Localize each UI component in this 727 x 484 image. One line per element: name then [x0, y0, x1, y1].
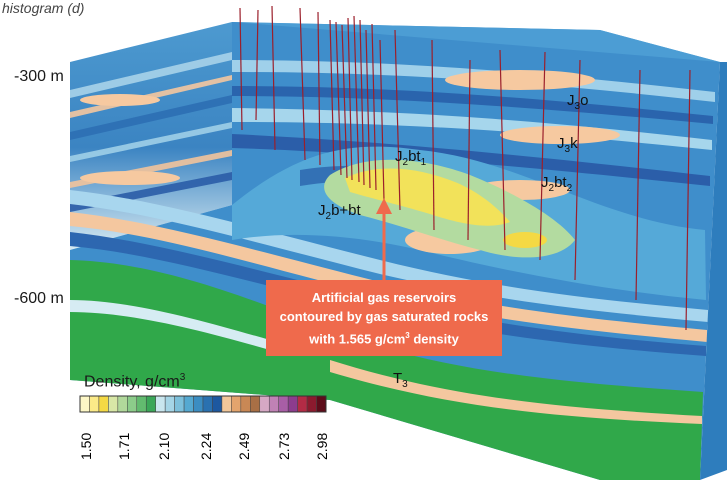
- legend-tick-label: 2.98: [314, 432, 330, 460]
- callout-line-3: with 1.565 g/cm3 density: [309, 331, 459, 347]
- legend-tick-label: 2.24: [198, 432, 214, 460]
- legend-swatch: [221, 395, 232, 413]
- formation-label-j3k: J3k: [557, 135, 578, 155]
- legend-swatch: [306, 395, 317, 413]
- legend-swatch: [297, 395, 308, 413]
- legend-swatch: [268, 395, 279, 413]
- legend-swatch: [212, 395, 223, 413]
- legend-swatch: [231, 395, 242, 413]
- legend-swatch: [117, 395, 128, 413]
- legend-tick-label: 2.49: [236, 432, 252, 460]
- legend-swatch: [108, 395, 119, 413]
- formation-label-j2bt2: J2bt2: [541, 174, 573, 194]
- legend-swatch: [183, 395, 194, 413]
- legend-outline: [79, 395, 327, 413]
- legend-swatch: [240, 395, 251, 413]
- legend-tick-label: 1.71: [116, 432, 132, 460]
- legend-swatch: [164, 395, 175, 413]
- legend-tick-label: 1.50: [78, 432, 94, 460]
- formation-label-j2b-bt: J2b+bt: [318, 202, 361, 222]
- legend-swatch: [98, 395, 109, 413]
- legend-swatch: [287, 395, 298, 413]
- legend-swatch: [174, 395, 185, 413]
- legend-tick-label: 2.10: [156, 432, 172, 460]
- gas-reservoir-callout: Artificial gas reservoirs contoured by g…: [266, 280, 502, 356]
- wells: [239, 5, 691, 331]
- legend-swatch: [316, 395, 327, 413]
- legend-swatch: [259, 395, 270, 413]
- figure-caption: histogram (d): [2, 0, 85, 16]
- callout-line-2: contoured by gas saturated rocks: [279, 309, 489, 324]
- formation-label-j2bt1: J2bt1: [395, 148, 427, 168]
- depth-label-top: -300 m: [14, 68, 64, 85]
- legend-swatch: [79, 395, 90, 413]
- legend-swatch: [89, 395, 100, 413]
- legend-swatch: [145, 395, 156, 413]
- legend-swatch: [155, 395, 166, 413]
- depth-label-bottom: -600 m: [14, 290, 64, 307]
- legend-swatch: [250, 395, 261, 413]
- legend-title: Density, g/cm3: [84, 372, 186, 391]
- formation-label-j3o: J3o: [567, 92, 589, 112]
- legend-swatch: [127, 395, 138, 413]
- legend-swatch: [278, 395, 289, 413]
- callout-line-1: Artificial gas reservoirs: [311, 290, 457, 305]
- legend-swatch: [136, 395, 147, 413]
- callout-arrow: [376, 198, 392, 280]
- legend-tick-label: 2.73: [276, 432, 292, 460]
- formation-label-t3: T3: [393, 370, 408, 390]
- legend-swatch: [202, 395, 213, 413]
- green-layer-front: [70, 260, 703, 480]
- density-legend-bar: [79, 395, 327, 413]
- legend-swatch: [193, 395, 204, 413]
